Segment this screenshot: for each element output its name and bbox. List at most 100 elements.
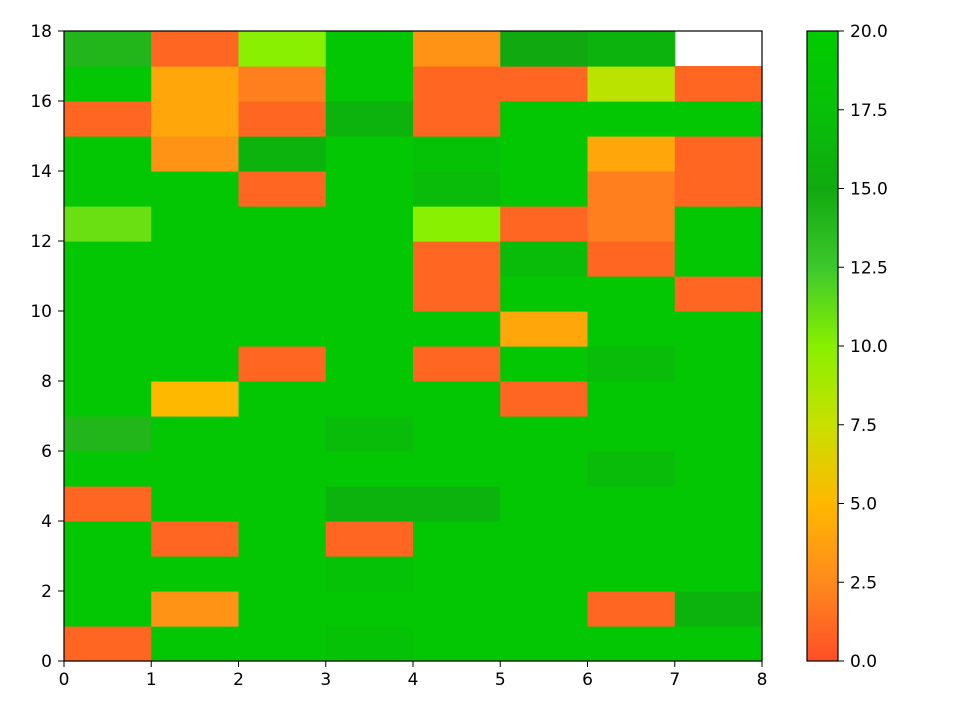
heatmap-cell — [674, 311, 763, 347]
heatmap-cell — [674, 276, 763, 312]
heatmap-cell — [151, 101, 240, 137]
colorbar-bar — [806, 30, 839, 662]
heatmap-cell — [238, 311, 327, 347]
x-tick-label: 0 — [59, 670, 70, 690]
heatmap-cell — [500, 381, 589, 417]
heatmap-cell — [64, 381, 152, 417]
heatmap-cell — [151, 486, 240, 522]
heatmap-cell — [151, 346, 240, 382]
heatmap-cell — [413, 381, 501, 417]
heatmap-cell — [587, 521, 676, 557]
heatmap-cell — [238, 416, 327, 452]
heatmap-cell — [238, 241, 327, 277]
heatmap-cell — [151, 171, 240, 207]
heatmap-cell — [587, 136, 676, 172]
heatmap-cell — [64, 626, 152, 662]
heatmap-cell — [325, 206, 414, 242]
heatmap-cell — [674, 626, 763, 662]
heatmap-cell — [151, 276, 240, 312]
heatmap-cell — [674, 521, 763, 557]
heatmap-cell — [64, 486, 152, 522]
heatmap-cell — [674, 136, 763, 172]
heatmap-cell — [413, 591, 501, 627]
heatmap-cell — [587, 66, 676, 102]
heatmap-cell — [674, 206, 763, 242]
heatmap-cell — [325, 31, 414, 67]
heatmap-cell — [325, 276, 414, 312]
heatmap-cell — [413, 136, 501, 172]
heatmap-cell — [674, 381, 763, 417]
heatmap-cell — [151, 311, 240, 347]
heatmap-cell — [500, 556, 589, 592]
heatmap-cell — [413, 101, 501, 137]
heatmap-cell — [413, 346, 501, 382]
heatmap-cell — [64, 591, 152, 627]
heatmap-cell — [64, 101, 152, 137]
colorbar-tick-label: 12.5 — [850, 258, 888, 278]
x-tick-label: 7 — [669, 670, 680, 690]
y-tick-label: 8 — [41, 372, 52, 392]
colorbar-tick-label: 0.0 — [850, 652, 877, 672]
heatmap-cell — [587, 591, 676, 627]
y-tick-label: 10 — [30, 302, 52, 322]
colorbar-tick-label: 17.5 — [850, 101, 888, 121]
heatmap-cell — [587, 171, 676, 207]
heatmap-cell — [413, 486, 501, 522]
heatmap-cell — [325, 381, 414, 417]
heatmap-cell — [325, 451, 414, 487]
heatmap-cell — [325, 626, 414, 662]
y-tick-label: 2 — [41, 582, 52, 602]
heatmap-cell — [151, 31, 240, 67]
heatmap-cell — [325, 591, 414, 627]
heatmap-cell — [674, 171, 763, 207]
heatmap-cell — [238, 136, 327, 172]
heatmap-cell — [587, 451, 676, 487]
heatmap-cell — [500, 206, 589, 242]
heatmap-cell — [64, 241, 152, 277]
heatmap-cell — [238, 591, 327, 627]
heatmap-cell — [500, 66, 589, 102]
heatmap-cell — [500, 31, 589, 67]
heatmap-cell — [587, 486, 676, 522]
heatmap-cell — [325, 346, 414, 382]
heatmap-cell — [500, 241, 589, 277]
heatmap-cell — [64, 346, 152, 382]
heatmap-cells — [64, 31, 763, 662]
heatmap-cell — [674, 241, 763, 277]
heatmap-cell — [413, 626, 501, 662]
heatmap-cell — [238, 346, 327, 382]
y-tick-label: 4 — [41, 512, 52, 532]
heatmap-cell — [500, 311, 589, 347]
heatmap-cell — [587, 381, 676, 417]
heatmap-cell — [587, 346, 676, 382]
heatmap-cell — [500, 346, 589, 382]
heatmap-cell — [587, 416, 676, 452]
heatmap-cell — [64, 311, 152, 347]
heatmap-cell — [413, 521, 501, 557]
heatmap-cell — [64, 66, 152, 102]
heatmap-cell — [325, 521, 414, 557]
heatmap-cell — [587, 626, 676, 662]
heatmap-cell — [413, 171, 501, 207]
heatmap-cell — [151, 556, 240, 592]
heatmap-cell — [674, 416, 763, 452]
heatmap-cell — [325, 556, 414, 592]
x-tick-label: 3 — [320, 670, 331, 690]
y-tick-label: 16 — [30, 92, 52, 112]
heatmap-cell — [413, 556, 501, 592]
heatmap-cell — [151, 416, 240, 452]
heatmap-cell — [413, 31, 501, 67]
heatmap-cell — [413, 206, 501, 242]
heatmap-cell — [151, 136, 240, 172]
y-tick-label: 0 — [41, 652, 52, 672]
heatmap-cell — [325, 486, 414, 522]
heatmap-cell — [151, 626, 240, 662]
heatmap-cell — [238, 451, 327, 487]
heatmap-cell — [500, 521, 589, 557]
heatmap-cell — [238, 206, 327, 242]
heatmap-cell — [587, 101, 676, 137]
heatmap-cell — [64, 416, 152, 452]
heatmap-cell — [500, 591, 589, 627]
